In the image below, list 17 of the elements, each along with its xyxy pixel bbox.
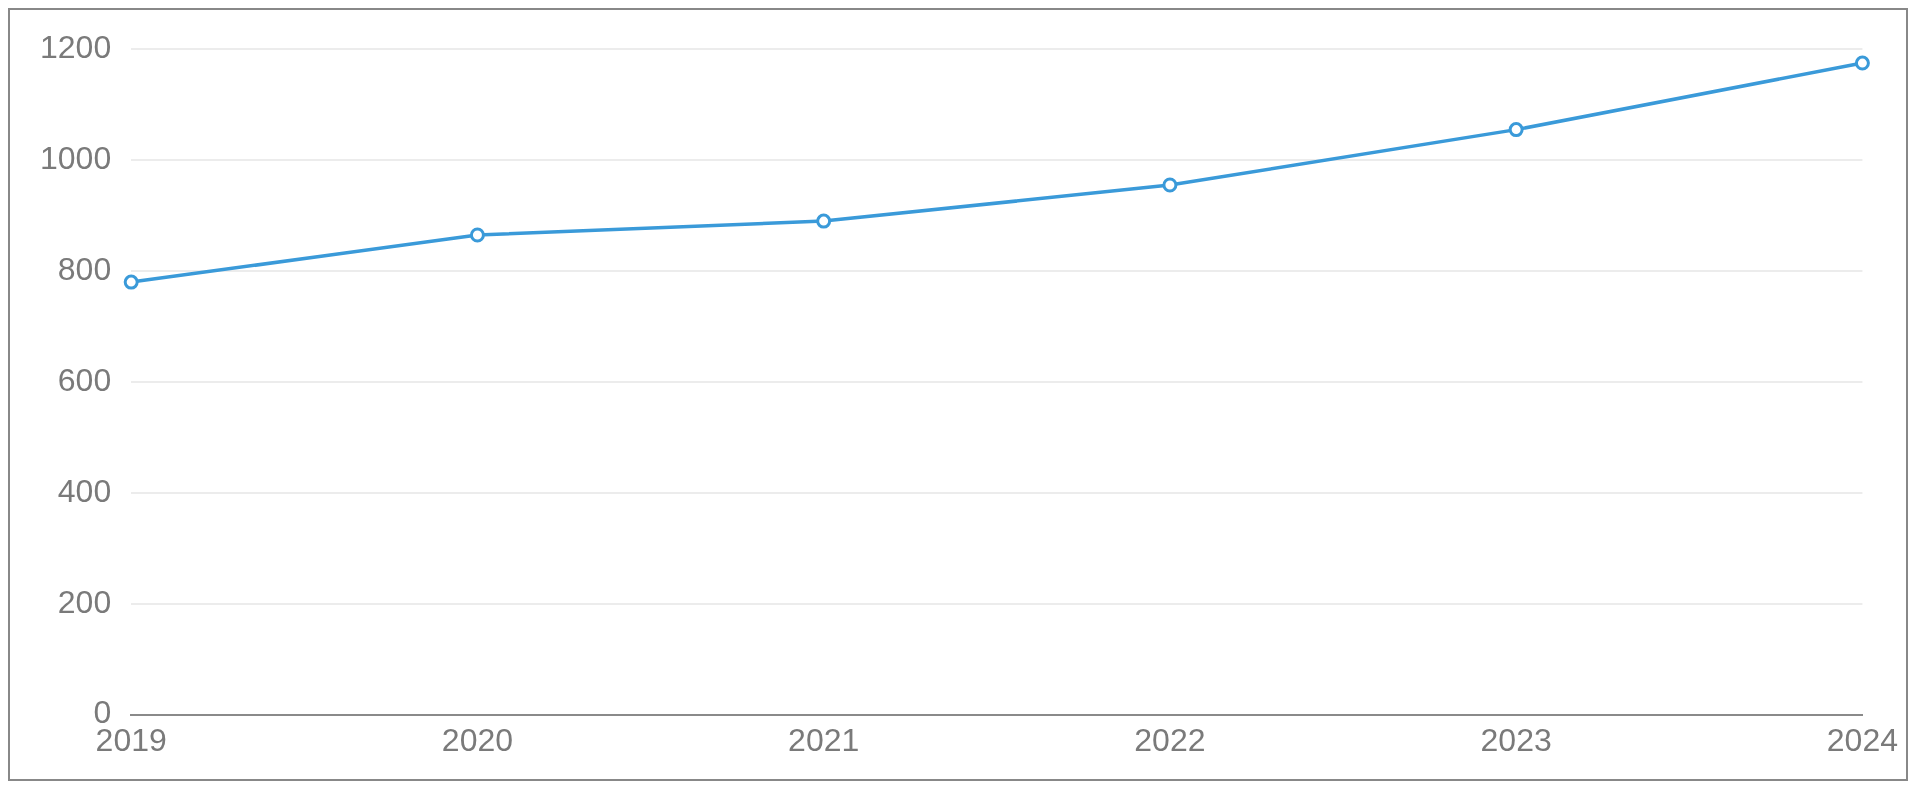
y-tick-label: 1200 xyxy=(40,29,112,66)
x-tick-label: 2022 xyxy=(1134,721,1206,758)
x-tick-label: 2023 xyxy=(1480,721,1552,758)
point xyxy=(469,227,485,243)
y-tick-label: 800 xyxy=(57,250,112,287)
x-tick-label: 2024 xyxy=(1826,721,1898,758)
point xyxy=(1162,177,1178,193)
y-tick-label: 400 xyxy=(57,472,112,509)
point xyxy=(123,274,139,290)
x-tick-label: 2020 xyxy=(441,721,514,758)
y-tick-label: 1000 xyxy=(40,139,112,176)
x-tick-label: 2021 xyxy=(788,721,860,758)
point xyxy=(816,213,832,229)
y-tick-label: 200 xyxy=(57,583,112,620)
point xyxy=(1854,55,1870,71)
y-tick-label: 600 xyxy=(57,361,112,398)
point xyxy=(1508,122,1524,138)
